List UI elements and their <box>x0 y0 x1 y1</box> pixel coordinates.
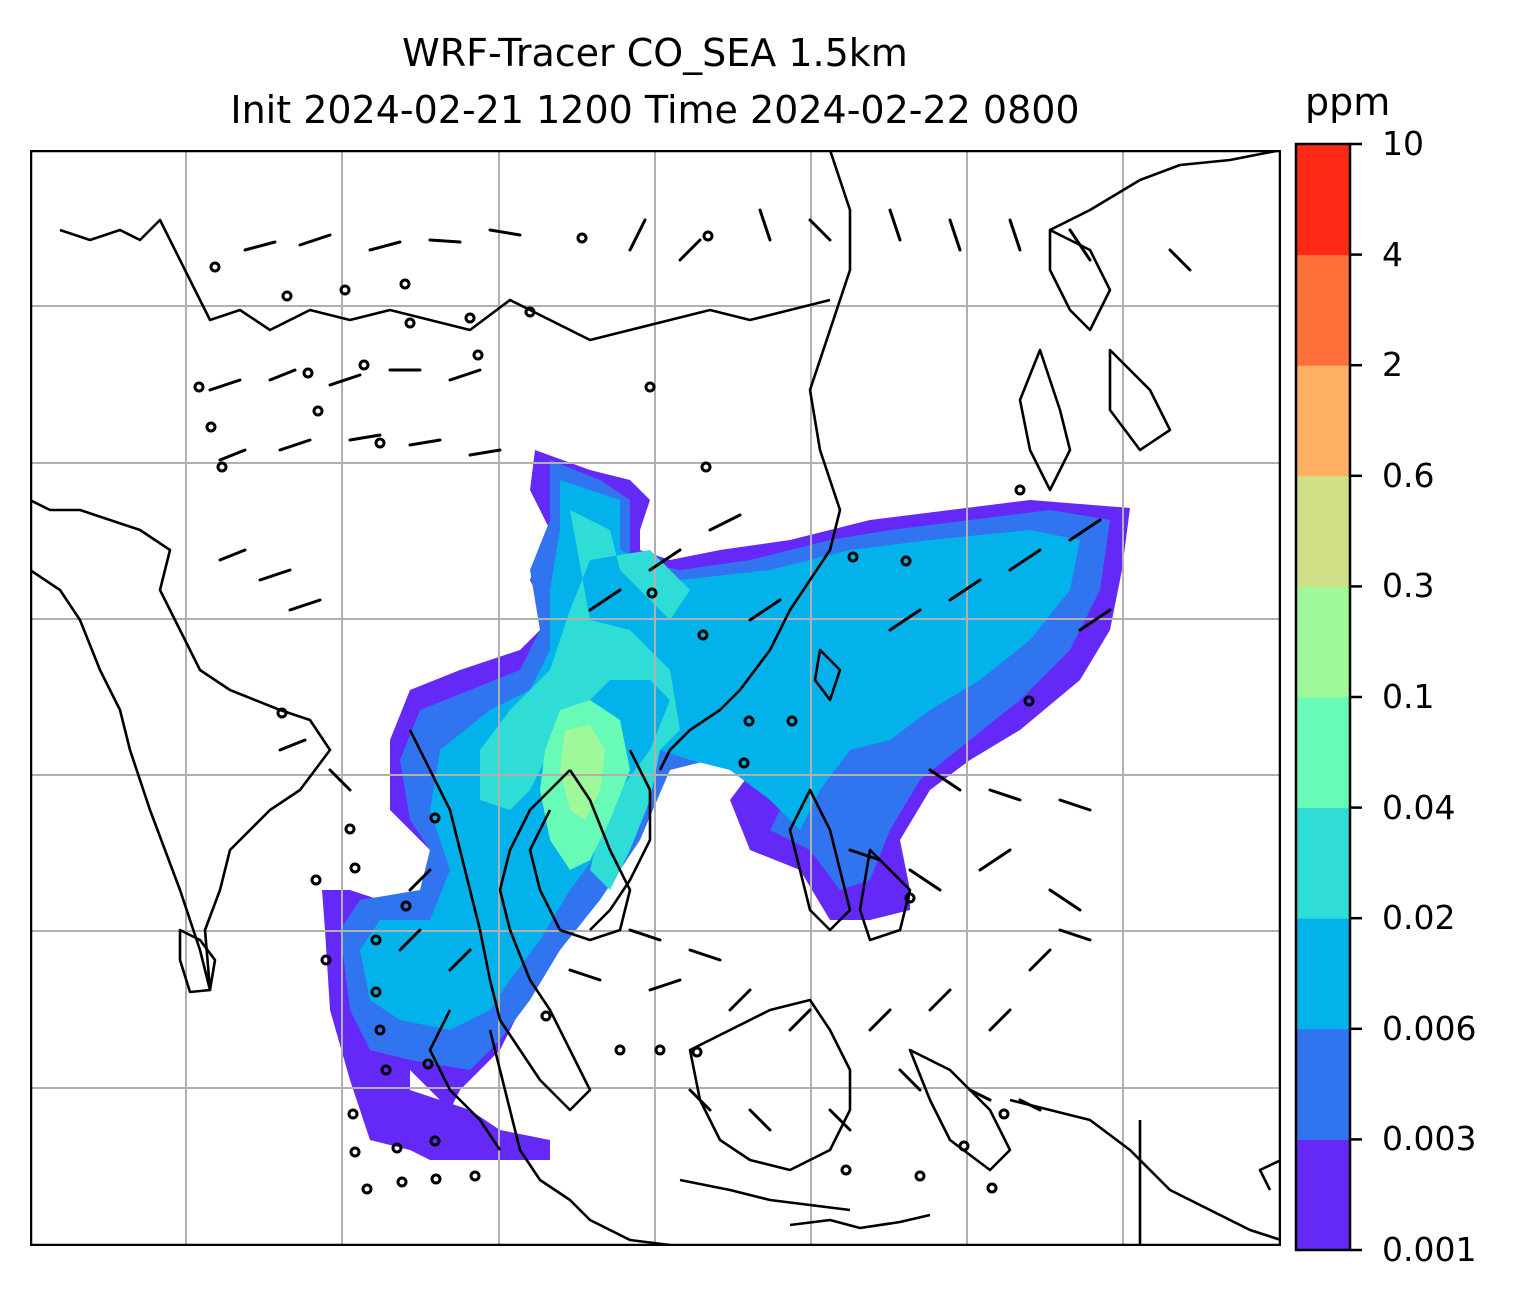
colorbar-tick-label: 0.001 <box>1382 1230 1477 1269</box>
colorbar-segment <box>1296 586 1350 698</box>
colorbar-segment <box>1296 1028 1350 1140</box>
map-panel <box>30 150 1281 1246</box>
colorbar-tick-label: 0.6 <box>1382 455 1435 495</box>
colorbar-tick-label: 0.1 <box>1382 677 1435 716</box>
colorbar-tick-label: 0.3 <box>1382 566 1435 606</box>
colorbar-tick-label: 2 <box>1382 345 1403 385</box>
colorbar-segment <box>1296 807 1350 919</box>
colorbar-segment <box>1296 918 1350 1030</box>
colorbar-tick-label: 0.003 <box>1382 1119 1477 1159</box>
map-title: WRF-Tracer CO_SEA 1.5km <box>402 31 908 75</box>
colorbar-segment <box>1296 254 1350 366</box>
colorbar-segment <box>1296 475 1350 587</box>
map-subtitle: Init 2024-02-21 1200 Time 2024-02-22 080… <box>230 88 1080 132</box>
wind-barbs <box>208 208 1192 1132</box>
colorbar-segment <box>1296 697 1350 809</box>
colorbar-segment <box>1296 144 1350 256</box>
colorbar-tick-label: 0.006 <box>1382 1008 1477 1048</box>
colorbar-segment <box>1296 365 1350 477</box>
colorbar-tick-label: 0.02 <box>1382 898 1456 938</box>
colorbar-tick-label: 10 <box>1382 124 1424 163</box>
colorbar-tick-label: 0.04 <box>1382 787 1456 827</box>
gridlines <box>30 150 1281 1246</box>
colorbar <box>1294 142 1362 1252</box>
calm-wind-markers <box>193 230 1035 1195</box>
colorbar-segment <box>1296 1139 1350 1251</box>
coastlines <box>30 150 1281 1246</box>
colorbar-tick-label: 4 <box>1382 234 1403 274</box>
colorbar-unit: ppm <box>1305 80 1391 124</box>
